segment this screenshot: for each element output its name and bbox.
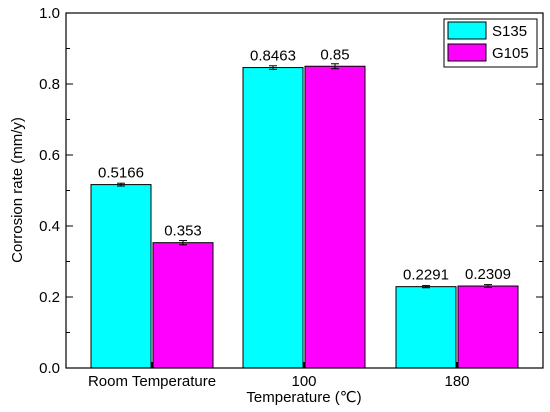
y-tick-label: 0.6 [39,147,60,164]
bar-g105 [457,285,519,369]
y-tick-label: 0.0 [39,360,60,377]
data-label: 0.8463 [250,48,296,65]
bar-g105 [304,65,366,369]
x-tick-label: 180 [444,373,469,390]
y-tick-label: 1.0 [39,5,60,22]
data-label: 0.2291 [403,267,449,284]
bar-g105 [152,242,214,369]
bar-s135 [90,184,152,369]
x-tick-label: Room Temperature [88,373,216,390]
bar-s135 [242,67,304,369]
x-tick-label: 100 [291,373,316,390]
bar-s135 [395,286,457,369]
data-label: 0.85 [320,46,349,63]
y-tick-label: 0.2 [39,289,60,306]
legend-swatch-g105 [447,43,487,62]
data-label: 0.353 [164,223,202,240]
y-axis-title: Corrosion rate (mm/y) [9,117,26,263]
plot-area: 0.0 0.2 0.4 0.6 0.8 1.0 Room Temperature 0.5166… [39,5,544,390]
x-axis-title: Temperature (℃) [246,389,361,406]
legend-swatch-s135 [447,21,487,40]
y-tick-label: 0.8 [39,76,60,93]
legend-label: S135 [492,23,527,40]
plot-frame [65,12,544,369]
legend-label: G105 [492,45,529,62]
data-label: 0.2309 [465,266,511,283]
y-tick-label: 0.4 [39,218,60,235]
data-label: 0.5166 [98,165,144,182]
